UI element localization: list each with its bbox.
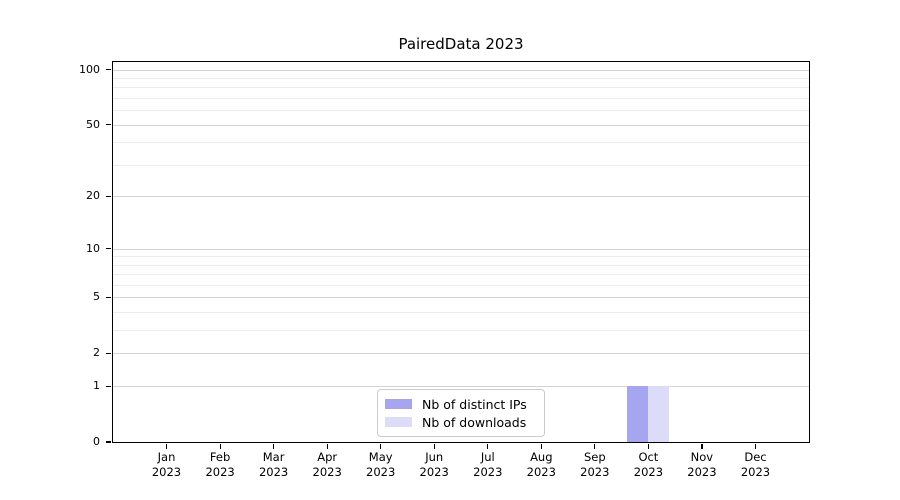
- y-tick-label: 5: [93, 290, 100, 304]
- minor-gridline: [113, 98, 809, 100]
- y-tick-label: 1: [93, 379, 100, 393]
- minor-gridline: [113, 330, 809, 332]
- minor-gridline: [113, 87, 809, 89]
- x-tick-mark: [219, 443, 221, 449]
- x-tick-year: 2023: [687, 465, 717, 479]
- y-tick-mark: [106, 352, 111, 355]
- x-tick-month: Feb: [209, 450, 231, 464]
- y-tick-label: 10: [86, 241, 100, 255]
- x-tick-year: 2023: [312, 465, 342, 479]
- x-tick-label: Apr 2023: [291, 450, 363, 480]
- minor-gridline: [113, 110, 809, 112]
- minor-gridline: [113, 312, 809, 314]
- x-tick-mark: [754, 443, 757, 449]
- legend-item-downloads: Nb of downloads: [385, 413, 536, 431]
- x-tick-label: Nov 2023: [666, 450, 738, 480]
- y-tick-mark: [106, 195, 111, 197]
- x-tick-mark: [165, 443, 168, 449]
- chart-title: PairedData 2023: [398, 35, 524, 53]
- x-tick-label: Mar 2023: [238, 450, 310, 480]
- minor-gridline: [113, 78, 809, 79]
- bars-layer: [113, 62, 809, 442]
- x-tick-label: Sep 2023: [559, 450, 631, 480]
- x-tick-year: 2023: [366, 465, 396, 479]
- x-tick-year: 2023: [258, 465, 289, 479]
- legend: Nb of distinct IPs Nb of downloads: [377, 389, 545, 437]
- x-tick-label: Jul 2023: [452, 450, 524, 480]
- x-tick-label: Aug 2023: [505, 450, 577, 480]
- x-tick-year: 2023: [526, 465, 556, 479]
- x-tick-mark: [273, 443, 275, 449]
- x-tick-mark: [487, 443, 489, 449]
- y-tick-mark: [106, 124, 111, 126]
- x-tick-year: 2023: [205, 465, 235, 479]
- y-tick-label: 50: [86, 117, 100, 131]
- x-tick-month: Jun: [425, 450, 444, 464]
- y-tick-mark: [106, 296, 111, 299]
- y-tick-mark: [106, 69, 111, 71]
- legend-label-distinct-ips: Nb of distinct IPs: [422, 396, 527, 412]
- x-tick-mark: [433, 443, 435, 449]
- x-tick-year: 2023: [473, 465, 503, 479]
- major-gridline: [113, 196, 809, 198]
- x-tick-year: 2023: [580, 465, 610, 479]
- major-gridline: [113, 297, 809, 299]
- x-tick-month: May: [368, 450, 393, 464]
- y-tick-label: 100: [79, 62, 100, 76]
- major-gridline: [113, 386, 809, 388]
- y-tick-mark: [106, 247, 111, 250]
- plot-area: 0 1 2 5 10 20 50 100 Jan 2023 Feb 2023 Mar 2023 Apr 202…: [79, 61, 810, 479]
- minor-gridline: [113, 164, 809, 166]
- x-tick-month: Aug: [530, 450, 553, 464]
- legend-label-downloads: Nb of downloads: [422, 414, 527, 430]
- x-tick-month: Sep: [583, 450, 606, 464]
- major-gridline: [113, 124, 809, 126]
- minor-gridline: [113, 256, 809, 258]
- minor-gridline: [113, 264, 809, 266]
- x-tick-month: Jul: [480, 450, 495, 464]
- x-tick-mark: [326, 443, 328, 449]
- major-gridline: [113, 248, 809, 250]
- x-tick-mark: [594, 443, 596, 449]
- y-tick-label: 20: [86, 189, 100, 203]
- minor-gridline: [113, 274, 809, 276]
- x-tick-year: 2023: [151, 465, 182, 479]
- x-tick-month: Nov: [690, 450, 714, 464]
- x-tick-label: Jan 2023: [131, 450, 203, 480]
- x-tick-month: Jan: [157, 450, 176, 464]
- x-tick-label: Dec 2023: [720, 450, 792, 480]
- x-tick-mark: [540, 443, 542, 449]
- minor-gridline: [113, 285, 809, 286]
- x-tick-label: Jun 2023: [398, 450, 470, 480]
- x-tick-month: Dec: [744, 450, 767, 464]
- x-tick-mark: [380, 443, 382, 449]
- x-tick-month: Mar: [262, 450, 285, 464]
- legend-swatch-distinct-ips-icon: [385, 399, 412, 409]
- major-gridline: [113, 69, 809, 71]
- legend-item-distinct-ips: Nb of distinct IPs: [385, 395, 536, 413]
- bar-downloads-oct: [648, 386, 670, 442]
- y-tick-mark: [106, 385, 111, 387]
- axis-ticks-layer: 0 1 2 5 10 20 50 100 Jan 2023 Feb 2023 Mar 2023 Apr 202…: [79, 62, 809, 479]
- x-tick-year: 2023: [740, 465, 771, 479]
- bar-distinct-ips-oct: [627, 386, 649, 442]
- major-gridline: [113, 353, 809, 355]
- y-tick-label: 2: [93, 346, 100, 360]
- x-tick-month: Apr: [317, 450, 338, 464]
- legend-swatch-downloads-icon: [385, 417, 412, 427]
- y-tick-label: 0: [93, 435, 100, 448]
- x-tick-mark: [647, 443, 650, 449]
- x-tick-label: May 2023: [345, 450, 417, 480]
- x-tick-year: 2023: [419, 465, 449, 479]
- x-tick-month: Oct: [638, 450, 659, 464]
- x-tick-label: Feb 2023: [184, 450, 256, 480]
- y-tick-mark: [106, 441, 111, 443]
- x-tick-mark: [701, 443, 703, 449]
- gridlines-layer: [113, 62, 809, 442]
- x-tick-year: 2023: [633, 465, 664, 479]
- minor-gridline: [113, 142, 809, 144]
- x-tick-label: Oct 2023: [612, 450, 684, 480]
